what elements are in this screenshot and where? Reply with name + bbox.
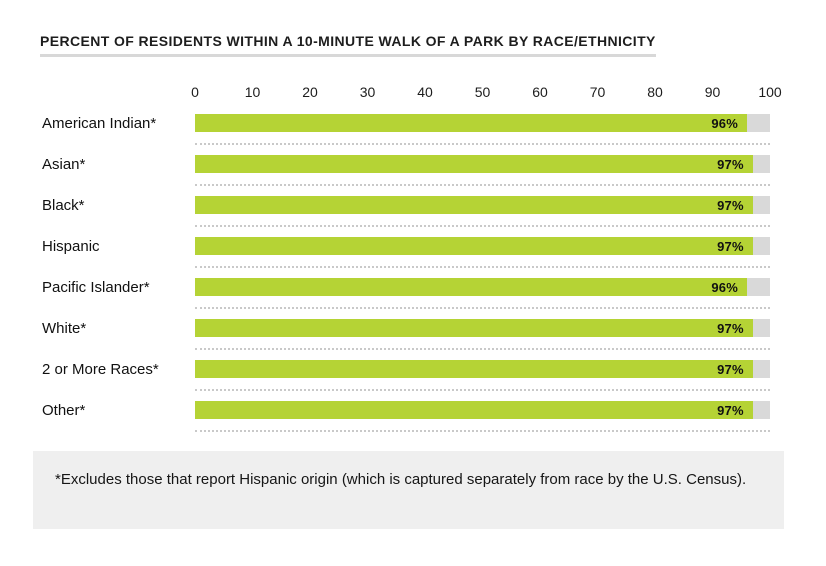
chart-title: PERCENT OF RESIDENTS WITHIN A 10-MINUTE … [40, 33, 656, 57]
x-axis-tick: 50 [474, 84, 491, 100]
x-axis-tick: 30 [359, 84, 376, 100]
x-axis-tick: 40 [417, 84, 433, 100]
bar-track: 96% [195, 278, 770, 296]
bar-row: White* 97% [42, 319, 770, 337]
bar-value-label: 97% [717, 320, 744, 336]
row-separator [195, 184, 770, 186]
bar-value-label: 97% [717, 402, 744, 418]
bar-fill: 97% [195, 196, 753, 214]
bar-chart: 0 10 20 30 40 50 60 70 80 90 100 American Indian* 9… [42, 84, 782, 432]
bar-track: 97% [195, 401, 770, 419]
row-separator [195, 225, 770, 227]
bar-row: American Indian* 96% [42, 114, 770, 132]
bar-value-label: 97% [717, 197, 744, 213]
bar-track: 97% [195, 360, 770, 378]
x-axis-tick: 0 [191, 84, 199, 100]
category-label: Hispanic [42, 237, 100, 255]
category-label: White* [42, 319, 87, 337]
x-axis-tick: 20 [302, 84, 318, 100]
category-label: Other* [42, 401, 86, 419]
row-separator [195, 307, 770, 309]
bar-track: 97% [195, 196, 770, 214]
bar-row: Pacific Islander* 96% [42, 278, 770, 296]
bar-value-label: 96% [711, 115, 738, 131]
category-label: Pacific Islander* [42, 278, 150, 296]
bar-value-label: 96% [711, 279, 738, 295]
bar-fill: 97% [195, 319, 753, 337]
bar-track: 97% [195, 319, 770, 337]
x-axis-tick: 60 [532, 84, 548, 100]
footnote-text: *Excludes those that report Hispanic ori… [55, 471, 747, 488]
bar-fill: 97% [195, 237, 753, 255]
bar-fill: 97% [195, 401, 753, 419]
x-axis-tick: 100 [758, 84, 782, 100]
bar-row: Other* 97% [42, 401, 770, 419]
bar-value-label: 97% [717, 238, 744, 254]
bar-track: 97% [195, 237, 770, 255]
x-axis-tick: 90 [704, 84, 721, 100]
bar-row: Hispanic 97% [42, 237, 770, 255]
category-label: American Indian* [42, 114, 157, 132]
bar-fill: 97% [195, 155, 753, 173]
x-axis-tick: 80 [647, 84, 663, 100]
category-label: 2 or More Races* [42, 360, 159, 378]
x-axis-tick: 70 [589, 84, 606, 100]
bar-fill: 96% [195, 114, 747, 132]
row-separator [195, 266, 770, 268]
bar-value-label: 97% [717, 156, 744, 172]
bar-value-label: 97% [717, 361, 744, 377]
row-separator [195, 348, 770, 350]
row-separator [195, 143, 770, 145]
footnote-box: *Excludes those that report Hispanic ori… [33, 451, 784, 529]
category-label: Asian* [42, 155, 86, 173]
bar-track: 97% [195, 155, 770, 173]
x-axis: 0 10 20 30 40 50 60 70 80 90 100 [191, 84, 782, 101]
bar-fill: 97% [195, 360, 753, 378]
row-separator [195, 430, 770, 432]
row-separator [195, 389, 770, 391]
bar-track: 96% [195, 114, 770, 132]
x-axis-tick: 10 [244, 84, 261, 100]
bar-rows: American Indian* 96% Asian* 97% Black* 97% His… [42, 114, 770, 432]
bar-row: Asian* 97% [42, 155, 770, 173]
bar-row: Black* 97% [42, 196, 770, 214]
bar-fill: 96% [195, 278, 747, 296]
bar-row: 2 or More Races* 97% [42, 360, 770, 378]
category-label: Black* [42, 196, 85, 214]
